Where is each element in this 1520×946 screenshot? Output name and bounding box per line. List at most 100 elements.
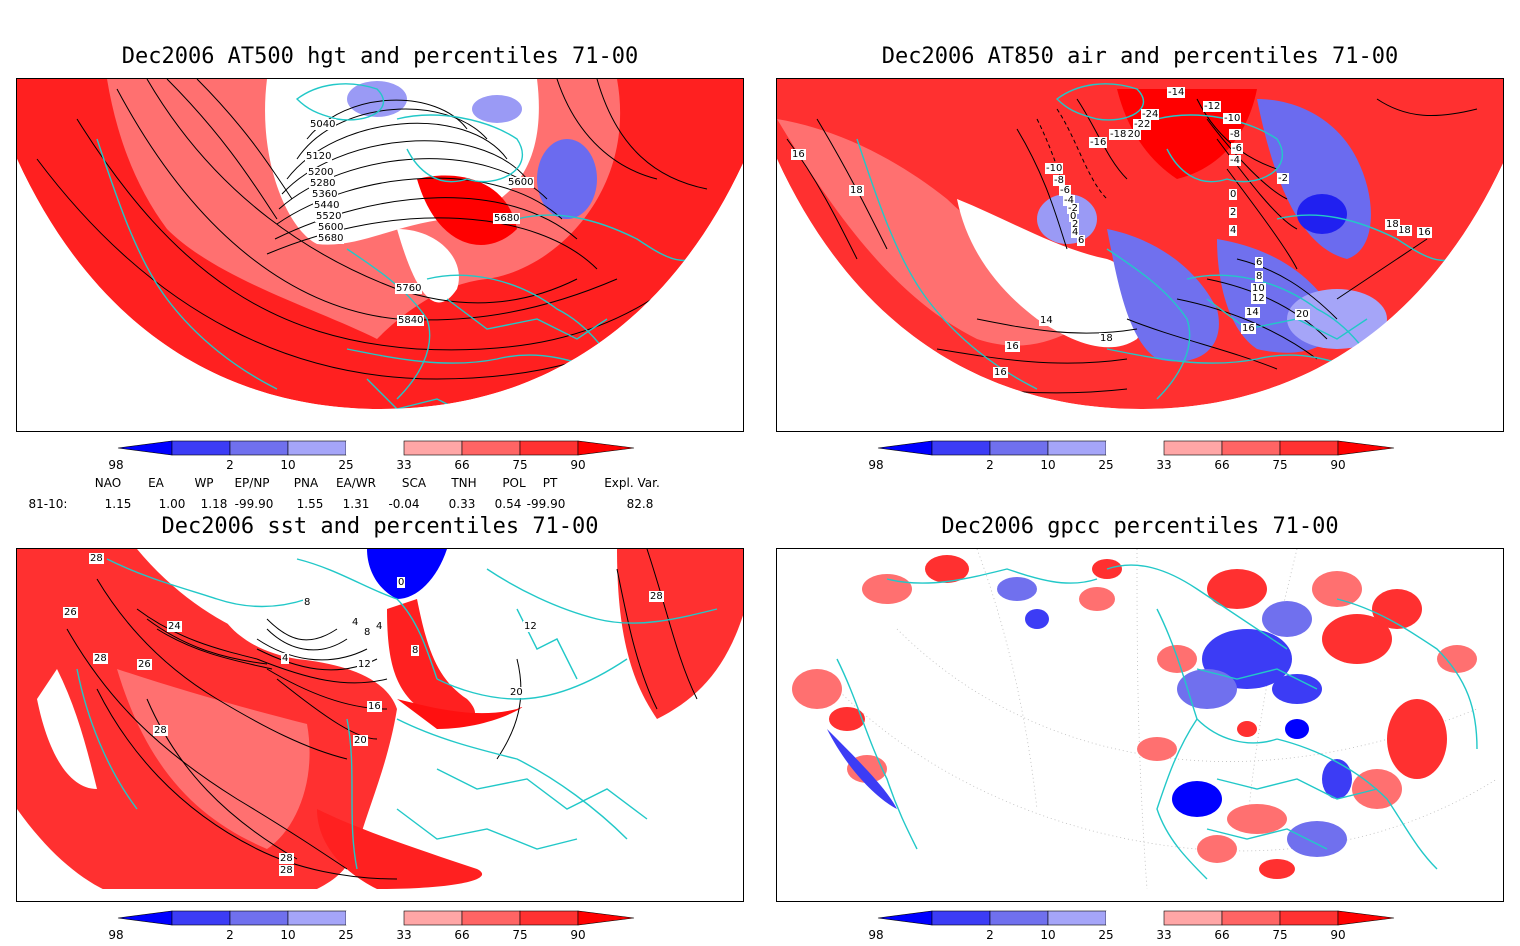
contour-label: 5440 <box>313 200 341 211</box>
index-value: 1.00 <box>158 497 186 511</box>
colorbar-tick-label: 75 <box>512 458 528 472</box>
contour-label: -8 <box>1053 175 1065 186</box>
colorbar-tick-label: 66 <box>454 458 470 472</box>
teleconnection-index-headers: NAO EA WP EP/NP PNA EA/WR SCA TNH POL PT Expl. Var… <box>0 476 700 492</box>
contour-label: 5120 <box>305 151 333 162</box>
colorbar-swatch <box>171 910 231 926</box>
colorbar-tick-label: 2 <box>986 928 994 942</box>
map-panel-sst[interactable]: 28 26 24 28 26 28 0 8 4 4 8 4 12 16 20 2… <box>16 548 744 902</box>
colorbar-swatch <box>403 910 463 926</box>
colorbar-swatch <box>229 910 289 926</box>
contour-label: 18 <box>1099 333 1114 344</box>
colorbar-swatch <box>1106 441 1164 455</box>
colorbar-top-right: 2 10 25 33 66 75 90 98 <box>868 440 1406 476</box>
colorbar-svg <box>877 440 1395 456</box>
colorbar-swatch <box>577 440 635 456</box>
colorbar-swatch <box>1163 910 1223 926</box>
contour-label: 5840 <box>397 315 425 326</box>
colorbar-swatch <box>461 910 521 926</box>
colorbar-tick-label: 66 <box>1214 458 1230 472</box>
colorbar-swatch <box>229 440 289 456</box>
index-value: 1.15 <box>104 497 132 511</box>
colorbar-tick-label: 90 <box>570 928 586 942</box>
colorbar-svg <box>877 910 1395 926</box>
colorbar-tick-label: 25 <box>338 928 354 942</box>
contour-label: 5280 <box>309 178 337 189</box>
contour-label: -8 <box>1229 129 1241 140</box>
colorbar-tick-label: 33 <box>1156 928 1172 942</box>
colorbar-swatch <box>1163 440 1223 456</box>
colorbar-tick-label: 33 <box>1156 458 1172 472</box>
index-header: NAO <box>94 476 122 490</box>
contour-label: -22 <box>1133 119 1152 130</box>
contour-label: 8 <box>1255 271 1264 282</box>
panel-title-bl: Dec2006 sst and percentiles 71-00 <box>161 514 599 539</box>
contour-label: -24 <box>1141 109 1160 120</box>
colorbar-tick-label: 10 <box>1040 458 1056 472</box>
contour-label: 4 <box>351 617 360 628</box>
colorbar-tick-label: 25 <box>338 458 354 472</box>
colorbar-tick-label: 2 <box>986 458 994 472</box>
contour-label: 16 <box>791 149 806 160</box>
colorbar-swatch <box>1337 910 1395 926</box>
colorbar-tick-label: 90 <box>570 458 586 472</box>
map-850air-svg <box>777 79 1503 431</box>
contour-label: 24 <box>167 621 182 632</box>
contour-label: 4 <box>1071 227 1080 238</box>
index-value: 1.55 <box>296 497 324 511</box>
contour-label: 5520 <box>315 211 343 222</box>
contour-label: 26 <box>137 659 152 670</box>
contour-label: 5040 <box>309 119 337 130</box>
colorbar-tick-label: 2 <box>226 458 234 472</box>
colorbar-svg <box>117 440 635 456</box>
contour-label: 28 <box>279 865 294 876</box>
contour-label: 20 <box>353 735 368 746</box>
index-header: SCA <box>401 476 427 490</box>
contour-label: -2 <box>1067 203 1079 214</box>
colorbar-tick-label: 2 <box>226 928 234 942</box>
contour-label: -6 <box>1059 185 1071 196</box>
contour-label: 14 <box>1245 307 1260 318</box>
contour-label: 8 <box>411 645 420 656</box>
contour-label: 10 <box>1251 283 1266 294</box>
contour-label: 18 <box>849 185 864 196</box>
contour-label: 5600 <box>317 222 345 233</box>
index-header: WP <box>194 476 214 490</box>
colorbar-tick-label: 10 <box>280 928 296 942</box>
contour-label: 28 <box>153 725 168 736</box>
contour-label: 20 <box>1295 309 1310 320</box>
contour-label: 2 <box>1071 219 1080 230</box>
contour-label: 16 <box>1417 227 1432 238</box>
colorbar-swatch <box>1047 440 1107 456</box>
contour-label: 0 <box>1229 189 1238 200</box>
colorbar-swatch <box>931 440 991 456</box>
colorbar-swatch <box>171 440 231 456</box>
colorbar-tick-label: 33 <box>396 928 412 942</box>
colorbar-swatch <box>989 910 1049 926</box>
map-panel-500hgt[interactable]: 5040 5120 5200 5280 5360 5440 5520 5600 … <box>16 78 744 432</box>
contour-label: -6 <box>1231 143 1243 154</box>
colorbar-swatch <box>287 910 347 926</box>
colorbar-swatch <box>1279 910 1339 926</box>
colorbar-tick-label: 10 <box>1040 928 1056 942</box>
index-value: -99.90 <box>526 497 566 511</box>
colorbar-tick-label: 90 <box>1330 458 1346 472</box>
map-panel-850air[interactable]: -14 -12 -10 -8 -6 -4 -2 0 2 4 6 8 10 12 … <box>776 78 1504 432</box>
colorbar-swatch <box>1221 440 1281 456</box>
map-panel-gpcc[interactable] <box>776 548 1504 902</box>
contour-label: -2 <box>1277 173 1289 184</box>
contour-label: 28 <box>89 553 104 564</box>
colorbar-bottom-left: 2 10 25 33 66 75 90 98 <box>108 910 646 946</box>
contour-label: 6 <box>1255 257 1264 268</box>
colorbar-top-left: 2 10 25 33 66 75 90 98 <box>108 440 646 476</box>
contour-label: 2 <box>1229 207 1238 218</box>
colorbar-swatch <box>1047 910 1107 926</box>
contour-label: 12 <box>357 659 372 670</box>
index-header: EA <box>148 476 164 490</box>
index-value: -0.04 <box>388 497 420 511</box>
contour-label: 6 <box>1077 235 1086 246</box>
contour-label: 16 <box>367 701 382 712</box>
contour-label: 28 <box>279 853 294 864</box>
colorbar-swatch <box>519 440 579 456</box>
contour-label: 18 <box>1385 219 1400 230</box>
